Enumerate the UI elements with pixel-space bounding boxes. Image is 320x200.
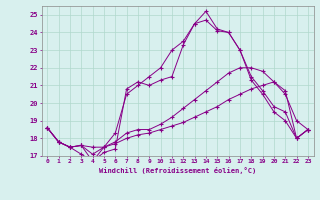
X-axis label: Windchill (Refroidissement éolien,°C): Windchill (Refroidissement éolien,°C) bbox=[99, 167, 256, 174]
